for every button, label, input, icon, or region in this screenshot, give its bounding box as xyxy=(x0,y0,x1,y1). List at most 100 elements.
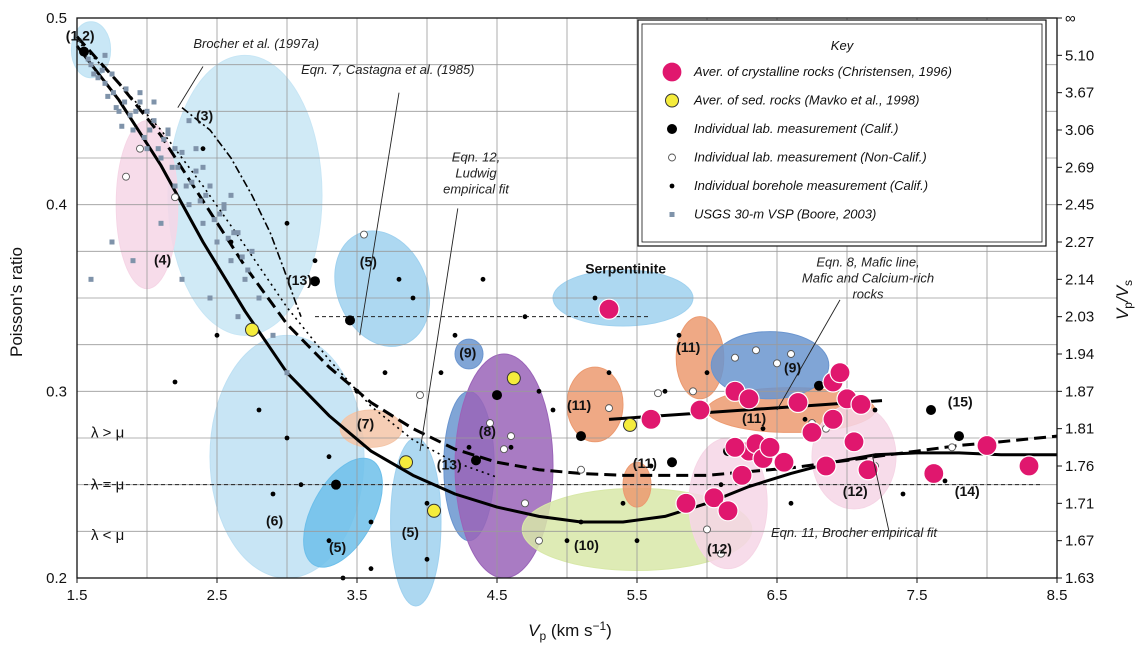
point-dot xyxy=(239,254,245,260)
point-open xyxy=(717,549,725,558)
region-label: (8) xyxy=(479,423,496,439)
region-label: (12) xyxy=(707,541,732,557)
point-open xyxy=(136,144,144,153)
point-small-black xyxy=(200,146,206,152)
legend-label: Aver. of crystalline rocks (Christensen,… xyxy=(693,64,952,79)
point-small-black xyxy=(522,314,528,320)
annotation-line: Eqn. 12, xyxy=(452,150,500,165)
point-dot xyxy=(155,146,161,152)
point-dot xyxy=(169,164,175,170)
curve-annotation: Eqn. 8, Mafic line, Mafic and Calcium-ric… xyxy=(802,254,934,301)
region-label: (11) xyxy=(676,339,700,355)
annotation-leaders xyxy=(177,66,890,532)
x-axis-label: Vp (km s−1) xyxy=(528,619,612,643)
point-dot xyxy=(113,105,119,111)
point-dot xyxy=(256,295,262,301)
point-black xyxy=(926,405,936,415)
leader-line xyxy=(776,299,841,411)
point-dot xyxy=(193,168,199,174)
point-black xyxy=(492,390,502,401)
point-black xyxy=(814,380,824,391)
point-pink-large xyxy=(923,462,945,485)
region-label: (9) xyxy=(784,360,801,376)
point-pink-large xyxy=(857,459,879,481)
region-5 xyxy=(390,437,442,607)
point-dot xyxy=(165,131,171,137)
point-dot xyxy=(137,90,143,96)
point-dot xyxy=(144,146,150,152)
y2-tick-label: 2.03 xyxy=(1065,309,1094,326)
region-label: (5) xyxy=(329,539,346,555)
point-open xyxy=(787,350,795,358)
point-dot xyxy=(127,112,133,118)
point-dot xyxy=(221,205,227,211)
point-yellow xyxy=(506,371,521,386)
point-small-black xyxy=(284,220,290,226)
point-dot xyxy=(214,239,220,245)
point-small-black xyxy=(424,500,430,506)
lambda-label: λ > μ xyxy=(91,424,124,441)
point-dot xyxy=(102,52,108,58)
y-tick-label: 0.2 xyxy=(46,570,67,587)
point-dot xyxy=(284,370,290,376)
point-dot xyxy=(179,149,185,155)
region-label: (9) xyxy=(459,345,476,361)
point-dot xyxy=(179,276,185,282)
x-tick-label: 6.5 xyxy=(767,587,788,604)
annotation-line: Eqn. 8, Mafic line, xyxy=(816,254,919,269)
region-label: (15) xyxy=(948,393,973,409)
y2-tick-label: 1.76 xyxy=(1065,458,1094,475)
point-small-black xyxy=(382,370,388,376)
point-small-black xyxy=(284,435,290,441)
y-tick-label: 0.3 xyxy=(46,383,67,400)
region-label: (5) xyxy=(402,524,419,540)
point-dot xyxy=(123,86,129,92)
point-dot xyxy=(116,108,122,114)
point-dot xyxy=(207,183,213,189)
point-small-black xyxy=(606,370,612,376)
point-small-black xyxy=(704,370,710,376)
legend: Key Aver. of crystalline rocks (Christen… xyxy=(637,19,1047,247)
point-small-black xyxy=(326,454,332,460)
point-pink-large xyxy=(787,391,809,414)
annotation-line: rocks xyxy=(852,286,884,301)
legend-marker-small-black xyxy=(669,183,675,189)
y2-tick-label: 2.27 xyxy=(1065,234,1094,251)
lambda-labels: λ > μ λ = μ λ < μ xyxy=(91,424,124,544)
point-small-black xyxy=(326,538,332,544)
x-axis-label-sup: −1 xyxy=(592,619,606,633)
curve-dash-dot xyxy=(181,106,302,317)
x-tick-label: 8.5 xyxy=(1047,587,1068,604)
y2-tick-label: 2.45 xyxy=(1065,197,1094,214)
region-label: (1,2) xyxy=(66,27,95,43)
point-dot xyxy=(109,239,115,245)
point-pink-large xyxy=(829,362,851,384)
y2-tick-label: 3.06 xyxy=(1065,122,1094,139)
point-dot xyxy=(221,202,227,208)
point-small-black xyxy=(452,332,458,338)
point-pink-large xyxy=(689,399,711,421)
point-open xyxy=(731,353,739,362)
point-dot xyxy=(88,62,94,68)
point-pink-large xyxy=(843,431,865,453)
point-small-black xyxy=(298,482,304,488)
point-small-black xyxy=(634,538,640,544)
point-dot xyxy=(175,164,181,170)
y-tick-label: 0.5 xyxy=(46,10,67,27)
point-small-black xyxy=(578,519,584,525)
region-3 xyxy=(167,54,323,336)
point-pink-large xyxy=(724,436,746,458)
y2-axis-label-mid: /V xyxy=(1113,284,1132,303)
y2-axis-label: Vp/Vs xyxy=(1113,280,1135,320)
point-small-black xyxy=(438,370,444,376)
plot-frame xyxy=(76,17,1058,579)
point-dot xyxy=(122,99,128,105)
point-dot xyxy=(133,108,139,114)
region-9 xyxy=(454,338,484,370)
x-axis-label-end: ) xyxy=(606,621,612,640)
point-dot xyxy=(186,202,192,208)
region-label: (11) xyxy=(633,455,657,471)
point-dot xyxy=(144,108,150,114)
point-dot xyxy=(151,118,157,124)
point-dot xyxy=(172,183,178,189)
